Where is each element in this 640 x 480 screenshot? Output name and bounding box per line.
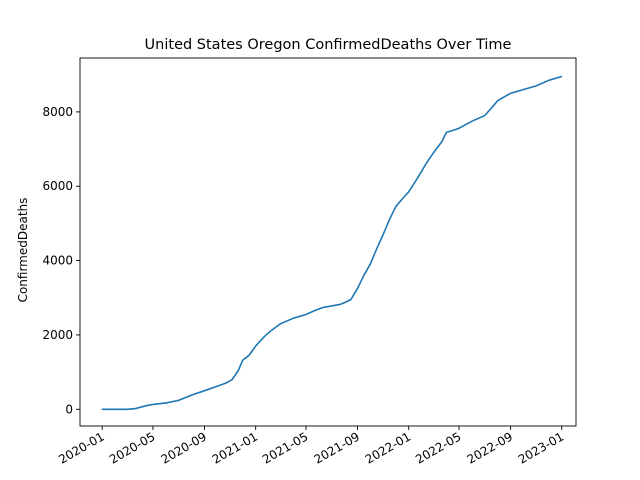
series-line-0 — [101, 75, 563, 411]
chart-title: United States Oregon ConfirmedDeaths Ove… — [145, 37, 512, 53]
y-tick-label: 8000 — [42, 105, 73, 119]
y-tick-label: 6000 — [42, 179, 73, 193]
y-tick-label: 2000 — [42, 328, 73, 342]
y-tick-label: 4000 — [42, 254, 73, 268]
y-axis-label: ConfirmedDeaths — [16, 198, 30, 303]
axes-frame — [79, 57, 577, 427]
y-tick-label: 0 — [65, 402, 73, 416]
